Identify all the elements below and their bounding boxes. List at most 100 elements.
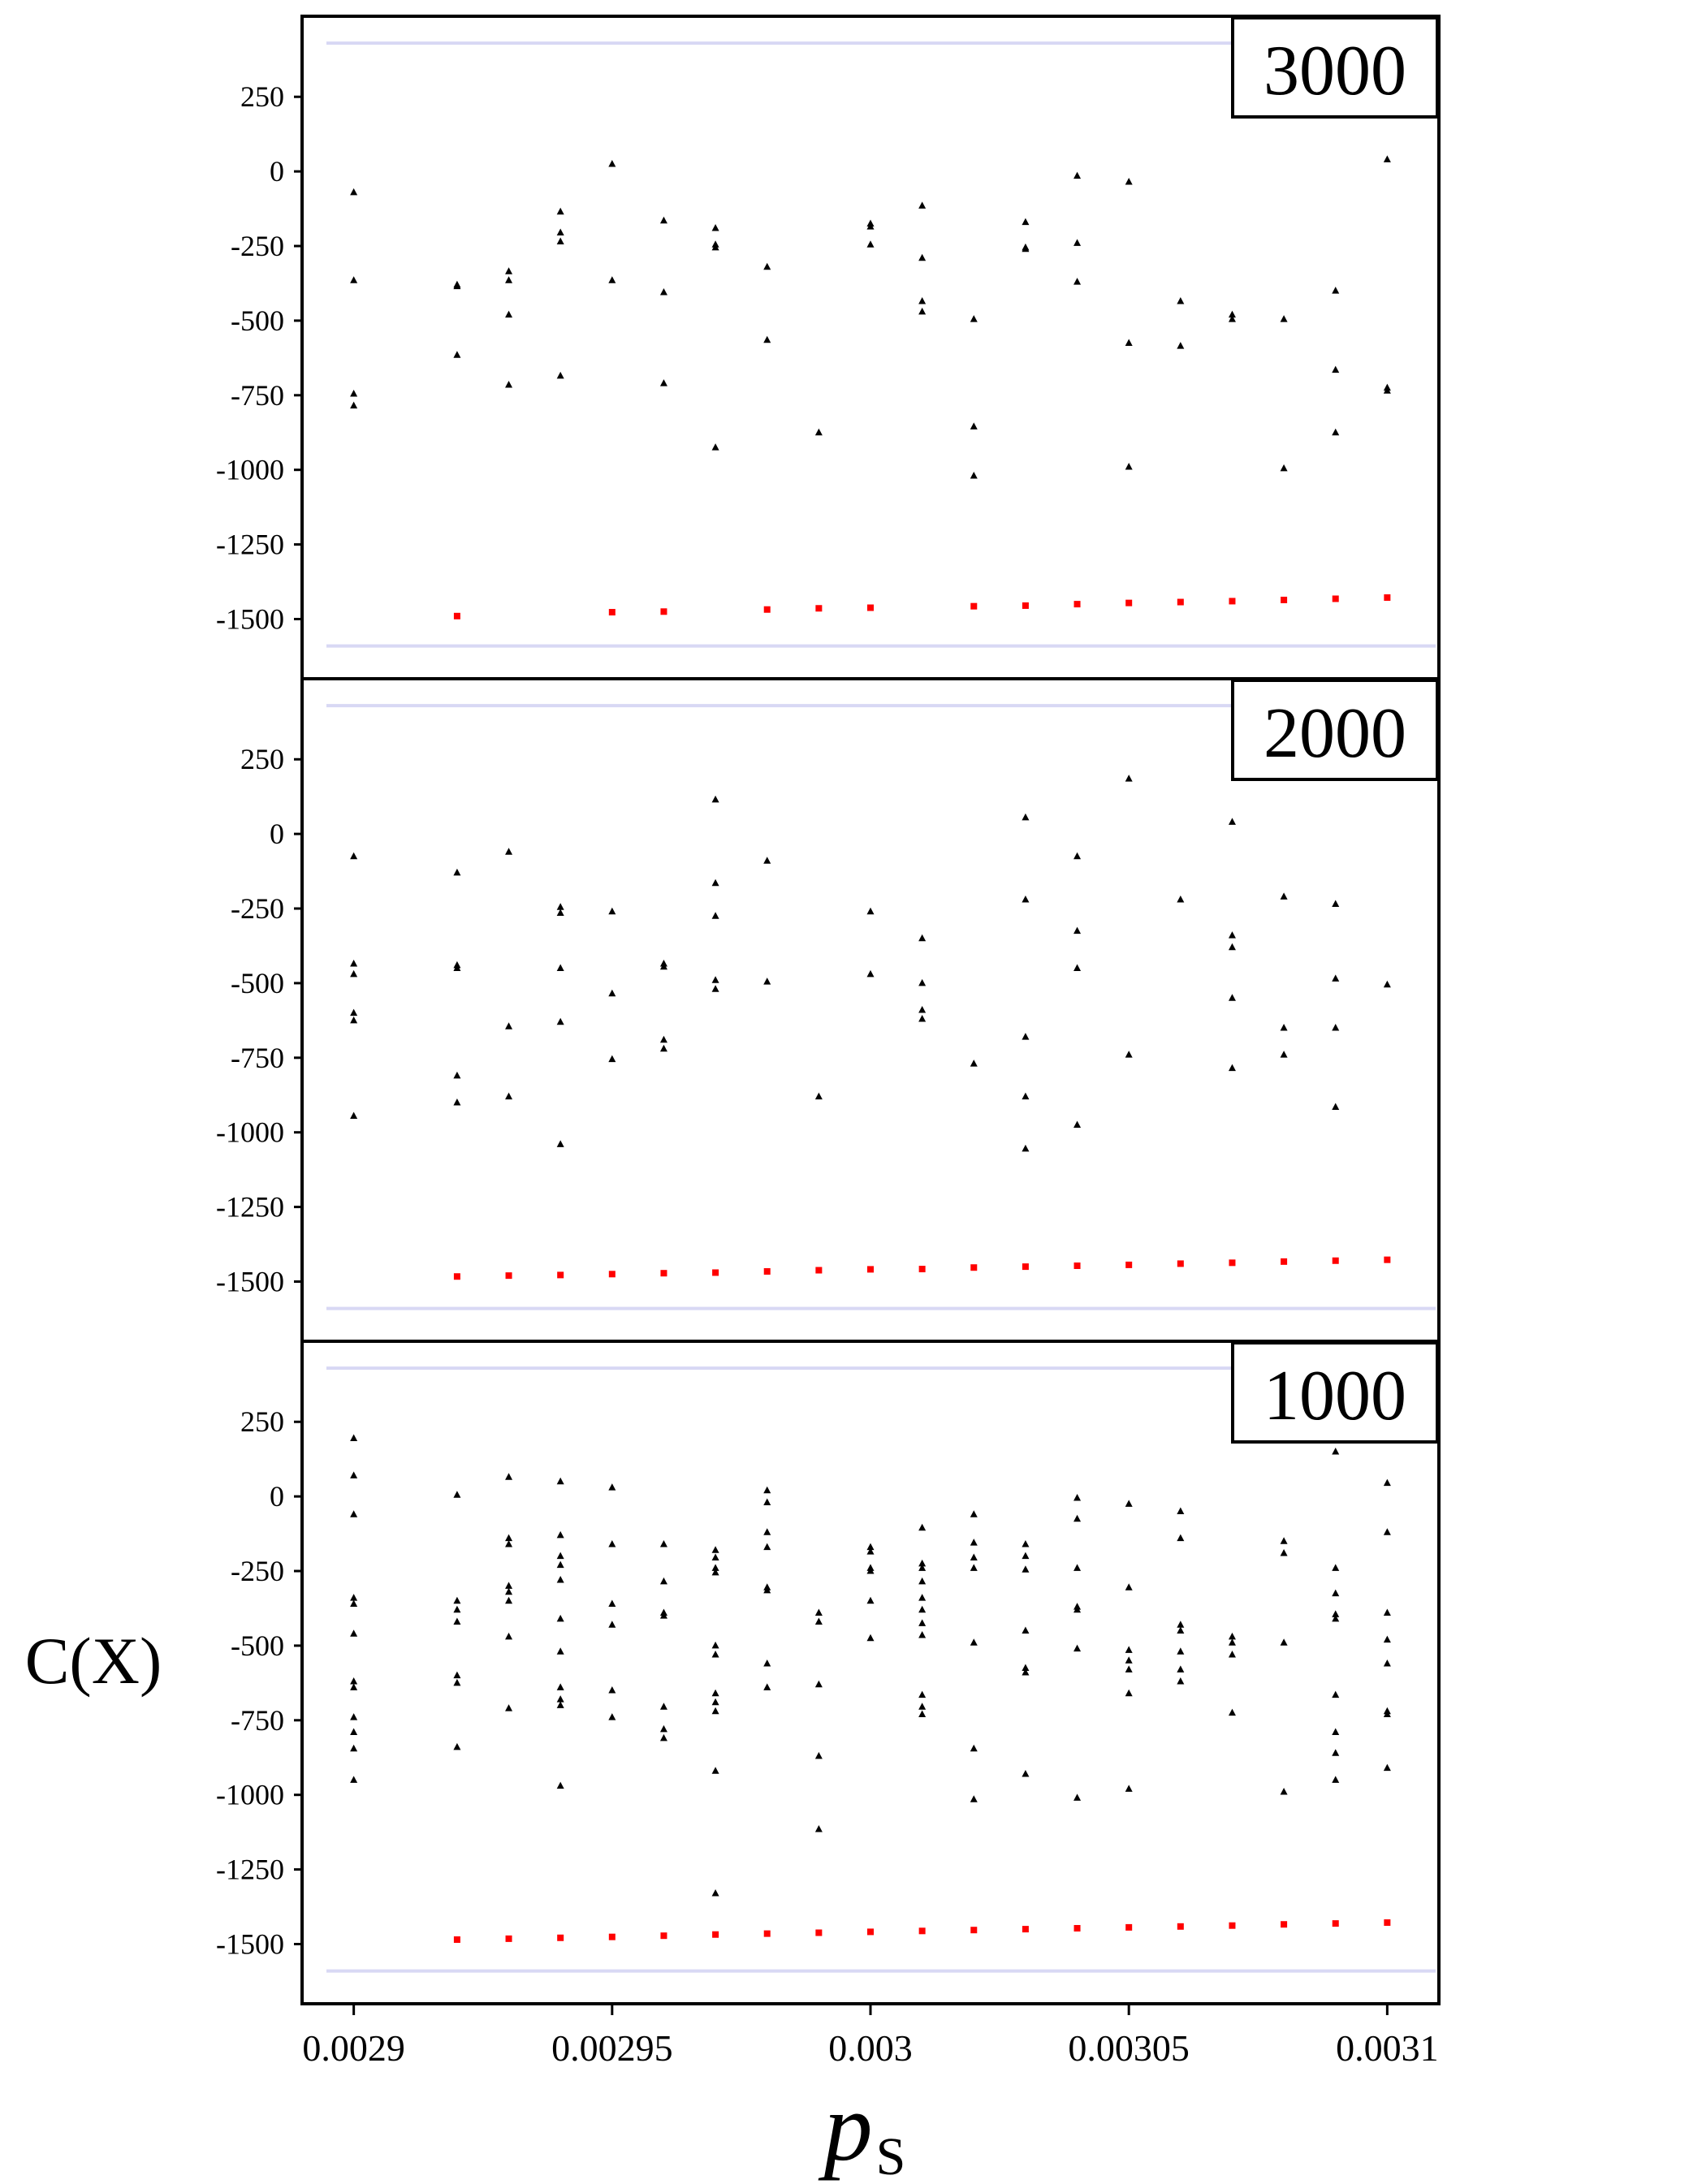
sample-point (866, 969, 875, 978)
sample-point (866, 1547, 875, 1555)
sample-point (1125, 1646, 1133, 1653)
sample-point (659, 962, 667, 970)
sample-point (505, 1022, 513, 1029)
sample-point (453, 964, 461, 972)
minimum-point (1332, 1257, 1339, 1264)
sample-point (1177, 342, 1185, 349)
sample-point (608, 1599, 616, 1607)
sample-point (505, 267, 513, 274)
sample-point (1022, 1769, 1030, 1777)
y-tick-label: -750 (231, 1704, 284, 1737)
sample-point (918, 934, 927, 942)
minimum-point (763, 606, 771, 613)
sample-point (1125, 178, 1133, 185)
sample-point (1022, 244, 1030, 252)
sample-point (1073, 926, 1082, 934)
minimum-point (557, 1271, 564, 1279)
sample-point (1228, 1650, 1236, 1658)
sample-point (814, 1608, 823, 1616)
sample-point (1228, 315, 1236, 322)
sample-point (1383, 1608, 1391, 1616)
minimum-point (505, 1935, 512, 1942)
sample-point (711, 985, 719, 992)
sample-point (1125, 775, 1133, 782)
sample-point (556, 1701, 564, 1708)
y-tick-label: -1250 (216, 1854, 284, 1886)
sample-point (453, 1671, 461, 1679)
sample-point (556, 1560, 564, 1569)
sample-point (1125, 1583, 1133, 1591)
sample-point (556, 1647, 564, 1655)
sample-point (814, 1824, 823, 1832)
panel-label: 2000 (1264, 694, 1406, 773)
sample-point (763, 978, 771, 985)
sample-point (453, 282, 461, 290)
minimum-point (1281, 1258, 1288, 1265)
sample-point (1383, 155, 1391, 162)
minimum-point (712, 1931, 719, 1938)
sample-point (556, 207, 564, 215)
sample-point (918, 297, 927, 304)
sample-point (556, 903, 564, 910)
sample-point (350, 188, 358, 196)
sample-point (1228, 931, 1236, 939)
minimum-point (1384, 1256, 1391, 1263)
sample-point (350, 1016, 358, 1024)
sample-point (1228, 1632, 1236, 1640)
sample-point (866, 222, 875, 230)
sample-point (1022, 1033, 1030, 1040)
sample-point (1332, 1776, 1340, 1783)
sample-point (608, 1686, 616, 1694)
sample-point (1383, 1635, 1391, 1643)
y-tick-label: 250 (240, 80, 284, 113)
sample-point (350, 969, 358, 978)
minimum-point (763, 1267, 771, 1275)
sample-point (711, 243, 719, 251)
minimum-point (1281, 596, 1288, 603)
sample-point (711, 1564, 719, 1571)
sample-point (350, 1510, 358, 1517)
sample-point (763, 262, 771, 270)
minimum-point (660, 1932, 667, 1940)
sample-point (1022, 813, 1030, 821)
sample-point (711, 878, 719, 887)
sample-point (350, 1599, 358, 1607)
sample-point (1280, 315, 1288, 322)
sample-point (1383, 1710, 1391, 1717)
y-tick-label: -250 (231, 230, 284, 262)
minimum-point (1022, 1263, 1029, 1271)
sample-point (918, 1564, 927, 1571)
sample-point (918, 1605, 927, 1613)
sample-point (1073, 1793, 1082, 1801)
sample-point (970, 1060, 978, 1067)
sample-point (1332, 1610, 1340, 1617)
minimum-point (453, 1273, 460, 1280)
sample-point (350, 1776, 358, 1783)
minimum-point (867, 604, 874, 611)
sample-point (918, 1703, 927, 1710)
panel-2000: 250 0 -250 -500 -750 -1000 -1250 -1500 2000 (216, 677, 1441, 1343)
sample-point (453, 1098, 461, 1106)
sample-point (711, 1568, 719, 1576)
minimum-point (1073, 1262, 1081, 1270)
sample-point (1383, 1763, 1391, 1772)
sample-point (1073, 1493, 1082, 1501)
sample-point (1177, 1507, 1185, 1515)
sample-point (608, 276, 616, 283)
sample-point (556, 1140, 564, 1147)
sample-point (1332, 1614, 1340, 1622)
sample-point (711, 443, 719, 451)
sample-point (866, 1543, 875, 1551)
sample-point (1280, 892, 1288, 900)
y-tick-label: 250 (240, 743, 284, 775)
x-tick-label: 0.0031 (1336, 2027, 1439, 2069)
sample-point (556, 371, 564, 379)
panel-label-box (1231, 1341, 1439, 1444)
minimum-point (557, 1934, 564, 1941)
sample-point (1332, 287, 1340, 294)
sample-point (763, 857, 771, 864)
minimum-point (1177, 1260, 1184, 1267)
sample-point (866, 1596, 875, 1604)
sample-point (453, 868, 461, 876)
